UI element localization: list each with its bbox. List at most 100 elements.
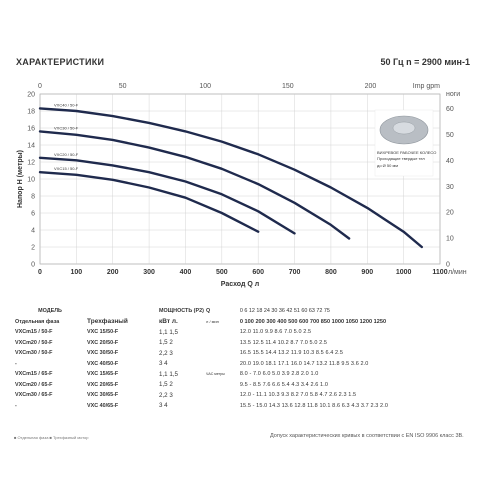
impeller-hub [392, 121, 416, 135]
power-value: 1,5 2 [159, 339, 173, 347]
curve-label: VXC20 / 50-F [54, 152, 79, 157]
h-label [205, 348, 226, 359]
x-tick-label: 400 [180, 269, 192, 276]
x-tick-label: 1100 [432, 269, 447, 276]
x-tick-label: 500 [216, 269, 228, 276]
footer-note: Допуск характеристических кривых в соотв… [270, 433, 464, 439]
table-row: - VXC 40/50-F 3 4 20.0 19.0 18.1 17.1 16.0 … [14, 359, 389, 370]
blank-header [86, 306, 158, 317]
h-label [205, 401, 226, 412]
right-tick-label: 40 [446, 158, 454, 165]
h-label [205, 327, 226, 338]
three-phase-model: VXC 30/50-F [87, 350, 119, 357]
table-row: VXCm15 / 65-F VXC 15/65-F 1,1 1,5 ЧАС метры… [14, 369, 389, 380]
h-label [205, 380, 226, 391]
head-values: 13.5 12.5 11.4 10.2 8.7 7.0 5.0 2.5 [239, 339, 328, 346]
power-header: МОЩНОСТЬ (P2) [159, 308, 204, 315]
y-tick-label: 10 [27, 177, 35, 184]
flow-lmin-header: 0 100 200 300 400 500 600 700 850 1000 1… [239, 318, 387, 325]
curve-label: VXC15 / 50-F [54, 166, 79, 171]
power-value: 1,1 1,5 [159, 328, 178, 336]
single-phase-model: VXCm30 / 50-F [15, 350, 53, 357]
curve-label: VXC30 / 50-F [54, 125, 79, 130]
top-tick-label: 100 [199, 83, 211, 90]
y-axis-label: Напор H (метры) [17, 150, 24, 208]
curve-vxc20-50-f [38, 156, 296, 235]
x-tick-label: 300 [143, 269, 155, 276]
three-phase-model: VXC 20/50-F [87, 339, 119, 346]
power-unit: кВт л. [159, 318, 178, 326]
head-values: 20.0 19.0 18.1 17.1 16.0 14.7 13.2 11.8 … [239, 360, 369, 367]
table-row: VXCm30 / 65-F VXC 30/65-F 2,2 3 12.0 - 11.1… [14, 390, 389, 401]
x-tick-label: 600 [252, 269, 264, 276]
y-tick-label: 20 [27, 92, 35, 99]
top-tick-label: 200 [365, 83, 377, 90]
three-phase-header: Трехфазный [87, 318, 128, 326]
chart-axes: 0 100 200 300 400 500 600 700 800 900 1000 11000246… [17, 83, 467, 288]
bottom-unit-label: л/мин [448, 269, 467, 276]
x-tick-label: 900 [361, 269, 373, 276]
q-header: Q [206, 308, 211, 315]
table-row: - VXC 40/65-F 3 4 15.5 - 15.0 14.3 13.6 12.… [14, 401, 389, 412]
right-tick-label: 50 [446, 132, 454, 139]
y-tick-label: 0 [31, 262, 35, 269]
inset-size: до Ø 50 мм [377, 163, 398, 168]
chart-heading: ХАРАКТЕРИСТИКИ [16, 57, 105, 67]
y-tick-label: 2 [31, 245, 35, 252]
h-label [205, 390, 226, 401]
frequency-label: 50 Гц n = 2900 мин-1 [380, 57, 470, 67]
three-phase-model: VXC 15/65-F [87, 371, 119, 378]
three-phase-model: VXC 30/65-F [87, 392, 119, 399]
right-tick-label: 20 [446, 210, 454, 217]
performance-chart: 0 100 200 300 400 500 600 700 800 900 1000 11000246… [17, 83, 467, 288]
flow-m3h-header: 0 6 12 18 24 30 36 42 51 60 63 72 75 [239, 308, 330, 315]
single-phase-model: VXCm30 / 65-F [15, 392, 53, 399]
inset-subtitle: Проходящие твердые тел [377, 156, 425, 161]
right-unit-label: ноги [446, 91, 460, 98]
head-values: 16.5 15.5 14.4 13.2 11.9 10.3 8.5 6.4 2.… [239, 350, 343, 357]
curve-vxc40-50-f [38, 107, 423, 249]
table-row: VXCm20 / 65-F VXC 20/65-F 1,5 2 9.5 - 8.5 7… [14, 380, 389, 391]
three-phase-model: VXC 20/65-F [87, 381, 119, 388]
right-tick-label: 60 [446, 106, 454, 113]
curve-vxc30-50-f [38, 130, 351, 240]
model-header: МОДЕЛЬ [38, 308, 62, 315]
curve-vxc15-50-f [38, 171, 260, 233]
chart-curves: VXC40 / 50-F VXC30 / 50-F VXC20 / 50-F VXC1… [38, 102, 423, 249]
top-unit-label: Imp gpm [413, 83, 440, 90]
power-value: 2,2 3 [159, 391, 173, 399]
head-values: 12.0 11.0 9.9 8.6 7.0 5.0 2.5 [239, 329, 312, 336]
inset-title: ВИХРЕВОЕ РАБОЧЕЕ КОЛЕСО [377, 150, 436, 155]
head-values: 9.5 - 8.5 7.6 6.6 5.4 4.3 3.4 2.6 1.0 [239, 381, 328, 388]
h-label [205, 359, 226, 370]
table-subheader-row: Отдельная фаза Трехфазный кВт л. л / мин 0 1… [14, 317, 389, 328]
right-tick-label: 0 [446, 262, 450, 269]
x-tick-label: 0 [38, 269, 42, 276]
curve-label: VXC40 / 50-F [54, 102, 79, 107]
table-row: VXCm20 / 50-F VXC 20/50-F 1,5 2 13.5 12.5 1… [14, 338, 389, 349]
y-tick-label: 4 [31, 228, 35, 235]
table-row: VXCm30 / 50-F VXC 30/50-F 2,2 3 16.5 15.5 1… [14, 348, 389, 359]
x-tick-label: 100 [71, 269, 83, 276]
chart-grid [39, 93, 441, 265]
y-tick-label: 18 [27, 109, 35, 116]
right-tick-label: 10 [446, 236, 454, 243]
top-tick-label: 150 [282, 83, 294, 90]
h-label [205, 338, 226, 349]
x-tick-label: 1000 [396, 269, 412, 276]
table-header-row: МОДЕЛЬ МОЩНОСТЬ (P2) Q 0 6 12 18 24 30 36 4… [14, 306, 389, 317]
top-tick-label: 0 [38, 83, 42, 90]
power-value: 1,5 2 [159, 381, 173, 389]
x-tick-label: 800 [325, 269, 337, 276]
x-tick-label: 700 [289, 269, 301, 276]
head-values: 15.5 - 15.0 14.3 13.6 12.8 11.8 10.1 8.6… [239, 402, 388, 409]
h-label: ЧАС метры [206, 372, 225, 377]
single-phase-model: VXCm20 / 50-F [15, 339, 53, 346]
x-tick-label: 200 [107, 269, 119, 276]
single-phase-model: - [15, 360, 17, 367]
x-axis-label: Расход Q л [221, 281, 259, 288]
lmin-label: л / мин [206, 319, 219, 325]
y-tick-label: 16 [27, 126, 35, 133]
y-tick-label: 8 [31, 194, 35, 201]
